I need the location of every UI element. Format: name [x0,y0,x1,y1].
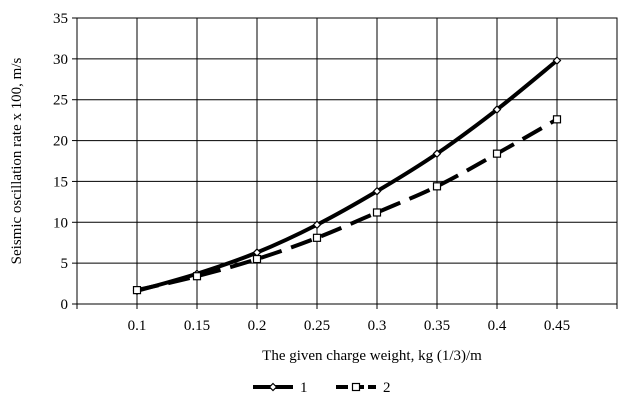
x-tick-label: 0.4 [488,318,507,334]
legend-label: 1 [300,380,308,396]
x-tick-label: 0.15 [184,318,210,334]
x-tick-label: 0.3 [368,318,387,334]
x-tick-label: 0.35 [424,318,450,334]
y-tick-label: 35 [53,11,68,27]
series-2 [132,115,562,295]
y-tick-label: 30 [53,52,68,68]
x-tick-label: 0.2 [248,318,267,334]
y-tick-label: 5 [61,256,69,272]
x-axis-ticks: 0.1 0.15 0.2 0.25 0.3 0.35 0.4 0.45 [76,304,618,334]
data-point-series-2 [132,286,142,295]
data-point-series-1 [312,220,322,230]
legend-item-1: 1 [253,380,308,396]
data-point-series-2 [312,233,322,242]
y-tick-label: 10 [53,215,68,231]
series-line-1 [136,58,559,293]
x-tick-label: 0.1 [128,318,147,334]
data-point-series-1 [372,186,382,196]
plot-area [76,17,618,305]
x-tick-label: 0.25 [304,318,330,334]
data-point-series-2 [552,115,562,124]
data-point-series-2 [492,149,502,158]
x-axis-title: The given charge weight, kg (1/3)/m [262,348,482,364]
y-axis-title: Seismic oscillation rate x 100, m/s [9,58,25,265]
y-tick-label: 20 [53,134,68,150]
x-tick-label: 0.45 [544,318,570,334]
legend-swatch-marker [351,382,361,392]
y-tick-label: 25 [53,93,68,109]
data-point-series-1 [552,56,562,65]
data-point-series-2 [192,272,202,281]
data-point-series-1 [492,105,502,114]
legend-label: 2 [383,380,391,396]
grid [76,17,618,305]
legend-item-2: 2 [336,380,391,396]
data-point-series-2 [432,182,442,191]
y-axis-ticks: 0 5 10 15 20 25 30 35 [53,11,77,313]
series-group [132,56,562,296]
y-tick-label: 15 [53,174,68,190]
data-point-series-2 [252,254,262,264]
data-point-series-2 [372,208,382,217]
legend-swatch-marker [268,382,278,392]
data-point-series-1 [432,149,442,158]
y-tick-label: 0 [61,297,69,313]
series-line-2 [136,117,558,293]
